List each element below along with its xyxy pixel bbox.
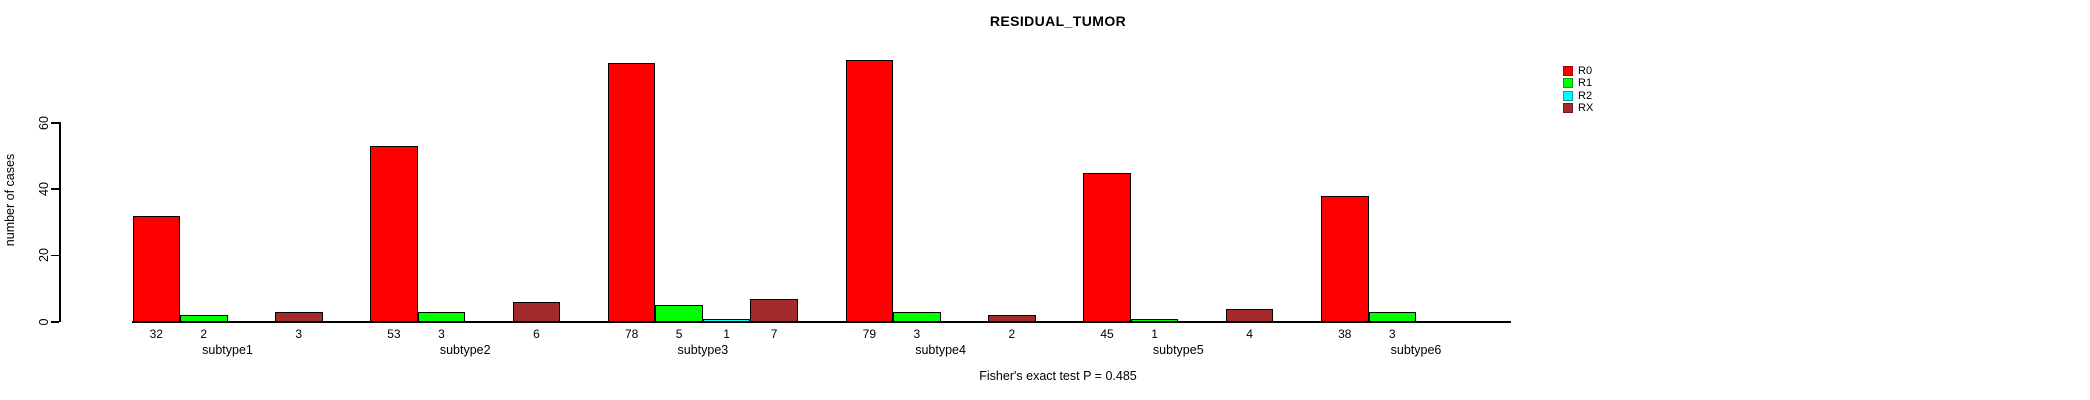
bar-value-label: 38 <box>1338 327 1352 341</box>
bar-r0-subtype4 <box>845 60 894 322</box>
bar-value-label: 3 <box>913 327 921 341</box>
legend-label: R1 <box>1578 77 1593 90</box>
bar-value-label: 3 <box>295 327 303 341</box>
bar-rx-subtype1 <box>275 312 323 322</box>
y-axis-line <box>59 122 61 322</box>
bar-value-label: 53 <box>387 327 401 341</box>
bar-value-label: 3 <box>438 327 445 341</box>
x-axis-category-label: subtype6 <box>1390 343 1442 357</box>
bar-r1-subtype5 <box>1130 319 1179 322</box>
legend-swatch-rx <box>1563 102 1573 113</box>
legend-swatch-r0 <box>1563 66 1573 76</box>
x-axis-category-label: subtype2 <box>439 343 491 357</box>
bar-r1-subtype6 <box>1368 312 1416 322</box>
x-axis-category-label: subtype5 <box>1152 343 1204 357</box>
bar-value-label: 1 <box>723 327 730 341</box>
fisher-test-annotation: Fisher's exact test P = 0.485 <box>979 369 1137 383</box>
bar-r0-subtype2 <box>370 146 418 322</box>
legend-swatch-r2 <box>1563 90 1573 101</box>
bar-r1-subtype4 <box>893 312 941 322</box>
bar-value-label: 6 <box>533 327 540 341</box>
bar-value-label: 3 <box>1388 327 1396 341</box>
y-axis-label: number of cases <box>3 153 17 247</box>
bar-rx-subtype2 <box>512 302 561 322</box>
y-axis-tick <box>51 321 59 323</box>
bar-rx-subtype4 <box>988 315 1036 322</box>
legend-row-r0: R0 <box>1563 65 1593 77</box>
bar-r1-subtype2 <box>417 312 466 322</box>
y-axis-tick-label: 0 <box>37 318 51 325</box>
x-axis-baseline <box>132 321 1511 323</box>
bar-r2-subtype3 <box>702 319 751 322</box>
bar-value-label: 1 <box>1151 327 1158 341</box>
legend-row-rx: RX <box>1563 101 1594 114</box>
chart-title: RESIDUAL_TUMOR <box>989 13 1127 29</box>
legend-row-r1: R1 <box>1563 77 1593 90</box>
bar-value-label: 45 <box>1100 327 1114 341</box>
bar-r0-subtype6 <box>1321 196 1369 322</box>
y-axis-tick-label: 40 <box>37 181 51 196</box>
bar-value-label: 32 <box>149 327 163 341</box>
x-axis-category-label: subtype3 <box>677 343 729 357</box>
bar-value-label: 5 <box>675 327 683 341</box>
bar-r0-subtype3 <box>607 63 656 322</box>
legend-label: R2 <box>1578 89 1593 102</box>
legend-label: RX <box>1578 101 1594 114</box>
bar-value-label: 7 <box>770 327 778 341</box>
bar-value-label: 2 <box>200 327 208 341</box>
legend-label: R0 <box>1578 65 1593 77</box>
y-axis-tick-label: 20 <box>37 248 51 263</box>
bar-value-label: 78 <box>624 327 639 341</box>
y-axis-tick-label: 60 <box>37 115 51 130</box>
bar-r1-subtype3 <box>655 305 703 322</box>
legend-row-r2: R2 <box>1563 89 1593 102</box>
bar-value-label: 2 <box>1008 327 1016 341</box>
bar-rx-subtype5 <box>1225 309 1274 322</box>
bar-r1-subtype1 <box>180 315 228 322</box>
bar-r0-subtype1 <box>132 216 180 322</box>
y-axis-tick <box>51 188 59 190</box>
legend-swatch-r1 <box>1563 78 1573 89</box>
bar-rx-subtype3 <box>750 299 798 322</box>
x-axis-category-label: subtype4 <box>915 343 966 357</box>
bar-value-label: 4 <box>1246 327 1253 341</box>
bar-r0-subtype5 <box>1083 173 1131 322</box>
y-axis-tick <box>51 122 59 124</box>
legend: R0 R1 R2 RX <box>1563 66 1593 115</box>
x-axis-category-label: subtype1 <box>202 343 253 357</box>
bar-value-label: 79 <box>862 327 877 341</box>
y-axis-tick <box>51 254 59 257</box>
